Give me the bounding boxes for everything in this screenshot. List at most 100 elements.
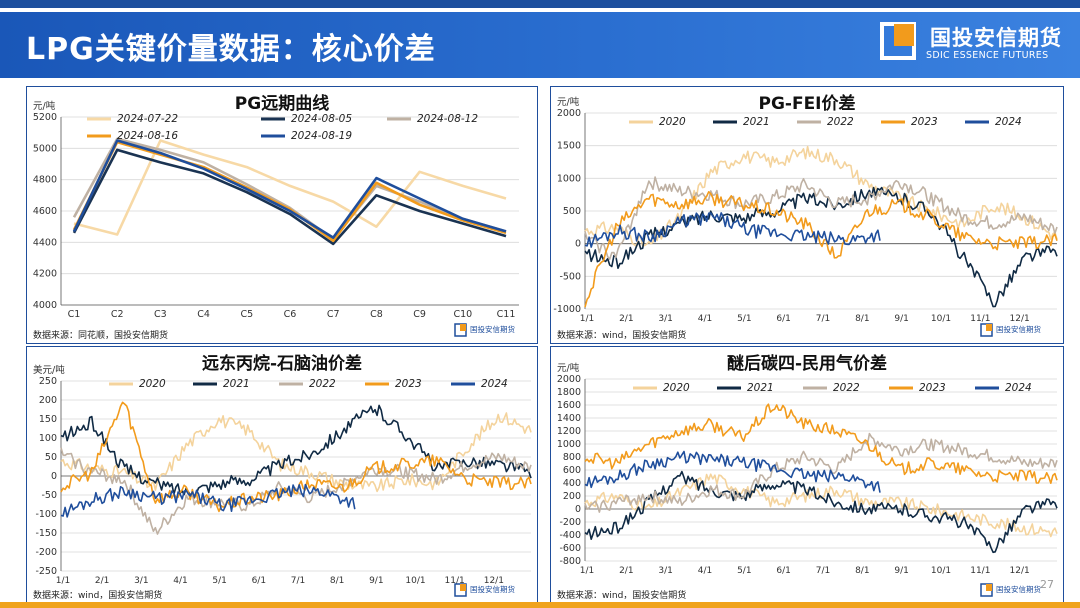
legend-label: 2022 — [833, 382, 860, 394]
watermark-logo: 国投安信期货 — [454, 583, 515, 597]
x-tick-label: 9/1 — [369, 576, 383, 586]
y-unit-label: 元/吨 — [557, 362, 580, 374]
x-tick-label: 7/1 — [816, 566, 830, 576]
y-tick-label: 0 — [575, 239, 581, 250]
legend-label: 2021 — [223, 378, 250, 390]
x-tick-label: 1/1 — [56, 576, 70, 586]
y-tick-label: 1000 — [557, 439, 581, 450]
x-tick-label: 11/1 — [445, 576, 465, 586]
x-tick-label: 3/1 — [658, 566, 672, 576]
watermark-logo-accent — [986, 324, 992, 331]
y-tick-label: -500 — [559, 271, 581, 282]
watermark-logo-text: 国投安信期货 — [996, 584, 1041, 594]
x-tick-label: 12/1 — [484, 576, 504, 586]
y-tick-label: 1200 — [557, 426, 581, 437]
header-top-strip — [0, 0, 1080, 8]
chart-svg: -800 -600 -400 -200 0 200 400 600 800 1000 1200 140… — [557, 353, 1058, 601]
series-line-2022 — [60, 447, 532, 535]
series-line-2024-07-22 — [73, 139, 507, 236]
y-tick-label: 4600 — [33, 206, 57, 217]
watermark-logo-text: 国投安信期货 — [470, 324, 515, 334]
x-tick-label: 6/1 — [776, 566, 790, 576]
y-tick-label: 250 — [39, 376, 57, 387]
y-unit-label: 元/吨 — [33, 100, 56, 112]
series-line-2021 — [60, 404, 532, 497]
chart-title: 远东丙烷-石脑油价差 — [202, 353, 362, 374]
series-line-2024-08-12 — [72, 137, 507, 241]
y-unit-label: 元/吨 — [557, 96, 580, 108]
x-tick-label: C2 — [111, 309, 124, 320]
y-tick-label: 5000 — [33, 143, 57, 154]
y-tick-label: 5200 — [33, 112, 57, 123]
footer-bar — [0, 602, 1080, 608]
watermark-logo-text: 国投安信期货 — [470, 584, 515, 594]
y-tick-label: 1500 — [557, 141, 581, 152]
x-tick-label: C11 — [497, 309, 516, 320]
y-tick-label: -100 — [35, 509, 57, 520]
y-tick-label: 4200 — [33, 269, 57, 280]
page-number: 27 — [1040, 578, 1054, 591]
x-tick-label: 10/1 — [405, 576, 425, 586]
legend-label: 2022 — [309, 378, 336, 390]
y-tick-label: 4800 — [33, 175, 57, 186]
x-tick-label: C1 — [68, 309, 81, 320]
watermark-logo: 国投安信期货 — [980, 323, 1041, 337]
x-tick-label: C10 — [453, 309, 472, 320]
legend-label: 2024-08-05 — [291, 113, 352, 125]
watermark-logo-accent — [460, 584, 466, 591]
x-tick-label: 9/1 — [894, 314, 908, 324]
legend-label: 2023 — [395, 378, 422, 390]
series-line-2024 — [60, 483, 356, 518]
x-tick-label: 9/1 — [894, 566, 908, 576]
y-tick-label: 100 — [39, 433, 57, 444]
x-tick-label: 2/1 — [95, 576, 109, 586]
legend-label: 2024 — [481, 378, 508, 390]
y-tick-label: -200 — [559, 517, 581, 528]
legend-label: 2023 — [919, 382, 946, 394]
legend-label: 2021 — [747, 382, 774, 394]
page-title: LPG关键价量数据：核心价差 — [26, 32, 436, 67]
y-tick-label: 400 — [563, 478, 581, 489]
watermark-logo-text: 国投安信期货 — [996, 324, 1041, 334]
series-line-2023 — [584, 191, 1058, 308]
chart-panel-pg-fei-spread: -1000 -500 0 500 1000 1500 2000 元/吨 PG-FEI价差 1/1 2… — [550, 86, 1064, 344]
y-tick-label: -200 — [35, 547, 57, 558]
source-note: 数据来源：wind，国投安信期货 — [557, 329, 686, 341]
y-tick-label: -150 — [35, 528, 57, 539]
series-line-2022 — [584, 176, 1058, 261]
x-tick-label: 1/1 — [580, 566, 594, 576]
x-tick-label: C5 — [240, 309, 253, 320]
y-tick-label: 500 — [563, 206, 581, 217]
legend-label: 2024-08-19 — [291, 130, 352, 142]
series-line-2020 — [60, 412, 532, 493]
legend-label: 2024-08-12 — [417, 113, 478, 125]
legend-label: 2024-08-16 — [117, 130, 178, 142]
y-tick-label: 1800 — [557, 387, 581, 398]
series-line-2021 — [584, 470, 1058, 554]
logo-text-en: SDIC ESSENCE FUTURES — [926, 50, 1049, 61]
series-line-2021 — [584, 186, 1058, 308]
x-tick-label: 4/1 — [173, 576, 187, 586]
series-line-2022 — [584, 432, 1058, 513]
logo-text-cn: 国投安信期货 — [930, 26, 1062, 50]
x-tick-label: 2/1 — [619, 566, 633, 576]
x-tick-label: 10/1 — [931, 566, 951, 576]
legend-label: 2020 — [139, 378, 166, 390]
y-tick-label: 50 — [45, 452, 57, 463]
y-tick-label: 0 — [575, 504, 581, 515]
y-tick-label: 1000 — [557, 173, 581, 184]
series-line-2020 — [584, 145, 1058, 248]
legend-label: 2020 — [659, 116, 686, 128]
x-tick-label: 11/1 — [970, 566, 990, 576]
x-tick-label: C3 — [154, 309, 167, 320]
y-tick-label: 2000 — [557, 374, 581, 385]
y-tick-label: 4000 — [33, 300, 57, 311]
chart-title: 醚后碳四-民用气价差 — [727, 353, 887, 374]
legend-label: 2024 — [995, 116, 1022, 128]
watermark-logo-accent — [460, 324, 466, 331]
source-note: 数据来源：wind，国投安信期货 — [33, 589, 162, 601]
header: LPG关键价量数据：核心价差 国投安信期货 SDIC ESSENCE FUTUR… — [0, 0, 1080, 84]
series-line-2024 — [584, 450, 881, 493]
